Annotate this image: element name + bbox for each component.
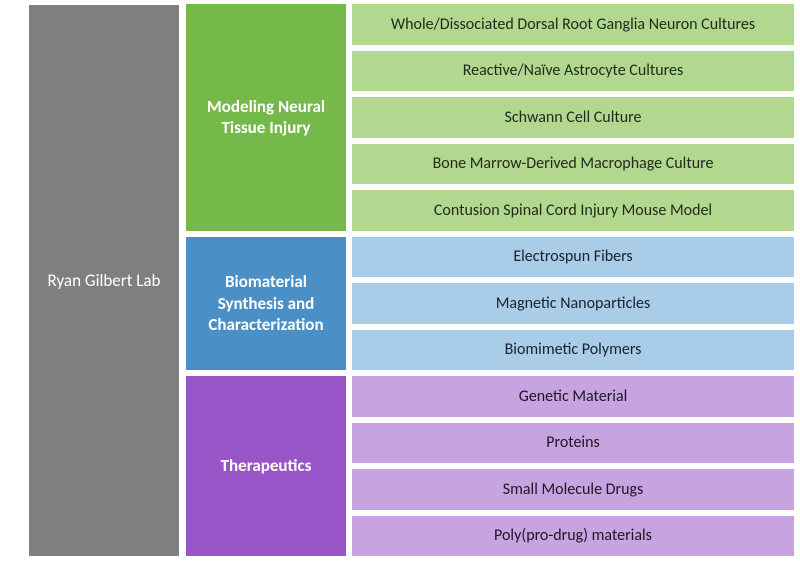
item-label: Poly(pro-drug) materials	[494, 526, 652, 545]
item-modeling: Whole/Dissociated Dorsal Root Ganglia Ne…	[352, 4, 794, 45]
category-label: Modeling Neural Tissue Injury	[194, 96, 338, 139]
item-therapeutics: Poly(pro-drug) materials	[352, 516, 794, 557]
item-modeling: Bone Marrow-Derived Macrophage Culture	[352, 144, 794, 185]
item-label: Electrospun Fibers	[513, 247, 632, 266]
item-biomaterial: Electrospun Fibers	[352, 237, 794, 278]
item-label: Reactive/Naïve Astrocyte Cultures	[463, 61, 684, 80]
item-label: Whole/Dissociated Dorsal Root Ganglia Ne…	[391, 15, 755, 34]
item-label: Contusion Spinal Cord Injury Mouse Model	[434, 201, 712, 220]
item-modeling: Contusion Spinal Cord Injury Mouse Model	[352, 190, 794, 231]
root-label: Ryan Gilbert Lab	[48, 270, 161, 291]
category-therapeutics: Therapeutics	[186, 376, 346, 556]
item-therapeutics: Small Molecule Drugs	[352, 469, 794, 510]
item-therapeutics: Genetic Material	[352, 376, 794, 417]
item-modeling: Reactive/Naïve Astrocyte Cultures	[352, 51, 794, 92]
item-label: Genetic Material	[519, 387, 628, 406]
item-biomaterial: Biomimetic Polymers	[352, 330, 794, 371]
item-label: Magnetic Nanoparticles	[496, 294, 651, 313]
category-column: Modeling Neural Tissue Injury Biomaterial…	[186, 4, 346, 557]
item-biomaterial: Magnetic Nanoparticles	[352, 283, 794, 324]
item-label: Small Molecule Drugs	[503, 480, 644, 499]
item-label: Biomimetic Polymers	[505, 340, 642, 359]
category-modeling: Modeling Neural Tissue Injury	[186, 4, 346, 231]
items-column: Whole/Dissociated Dorsal Root Ganglia Ne…	[352, 4, 794, 557]
item-modeling: Schwann Cell Culture	[352, 97, 794, 138]
item-label: Bone Marrow-Derived Macrophage Culture	[433, 154, 714, 173]
hierarchy-diagram: Ryan Gilbert Lab Modeling Neural Tissue …	[0, 0, 800, 561]
category-label: Biomaterial Synthesis and Characterizati…	[194, 271, 338, 335]
category-label: Therapeutics	[221, 455, 312, 476]
category-biomaterial: Biomaterial Synthesis and Characterizati…	[186, 237, 346, 371]
item-label: Proteins	[546, 433, 600, 452]
item-label: Schwann Cell Culture	[505, 108, 642, 127]
item-therapeutics: Proteins	[352, 423, 794, 464]
root-node: Ryan Gilbert Lab	[28, 4, 180, 557]
